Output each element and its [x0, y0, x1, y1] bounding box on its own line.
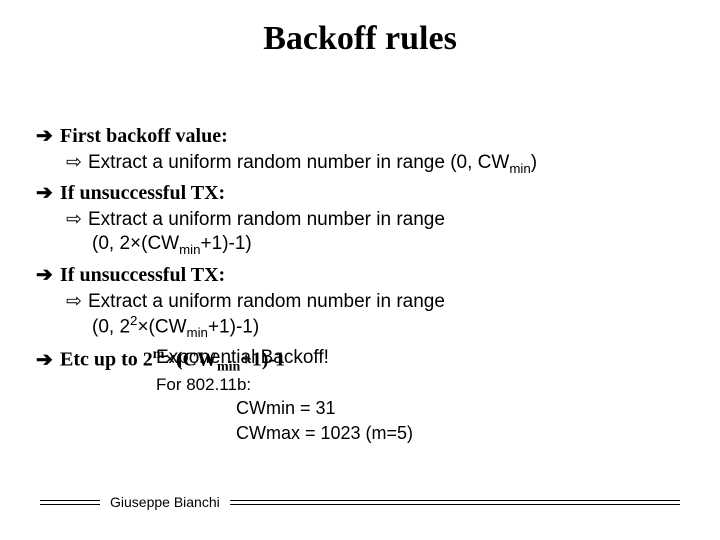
slide-title: Backoff rules — [0, 20, 720, 58]
arrow-icon: ➔ — [36, 348, 60, 373]
footer-lines-left-icon — [40, 500, 100, 505]
sub-bullet-extract-1: ⇨Extract a uniform random number in rang… — [66, 151, 696, 177]
text: Extract a uniform random number in range… — [88, 152, 509, 173]
sub-bullet-extract-2-cont: (0, 2×(CWmin+1)-1) — [92, 232, 696, 258]
author-name: Giuseppe Bianchi — [100, 494, 230, 510]
sub-bullet-extract-3-cont: (0, 22×(CWmin+1)-1) — [92, 313, 696, 342]
text: +1)-1) — [208, 317, 259, 338]
for-80211b: For 802.11b: — [156, 374, 696, 395]
arrow-icon: ➔ — [36, 124, 60, 149]
exponential-backoff-label: Exponential Backoff! — [156, 346, 329, 370]
arrow-outline-icon: ⇨ — [66, 290, 88, 314]
text: Etc up to 2 — [60, 349, 153, 371]
sub: min — [187, 325, 208, 340]
sub-bullet-extract-2: ⇨Extract a uniform random number in rang… — [66, 208, 696, 232]
slide-body: ➔First backoff value: ⇨Extract a uniform… — [36, 120, 696, 444]
text: If unsuccessful TX: — [60, 182, 225, 204]
text: First backoff value: — [60, 125, 228, 147]
arrow-outline-icon: ⇨ — [66, 151, 88, 175]
cwmax-line: CWmax = 1023 (m=5) — [236, 422, 696, 445]
footer-lines-right-icon — [230, 500, 680, 505]
text: (0, 2 — [92, 317, 130, 338]
arrow-icon: ➔ — [36, 181, 60, 206]
text: If unsuccessful TX: — [60, 264, 225, 286]
text: (0, 2×(CW — [92, 233, 179, 254]
text: ×(CW — [137, 317, 186, 338]
sub: min — [179, 242, 200, 257]
text: Extract a uniform random number in range — [88, 209, 445, 230]
text: +1)-1) — [201, 233, 252, 254]
bullet-unsuccessful-2: ➔If unsuccessful TX: — [36, 263, 696, 288]
text: Extract a uniform random number in range — [88, 291, 445, 312]
etc-overlap: ➔Etc up to 2m×(CWmin+1)-1 Exponential Ba… — [36, 346, 696, 372]
slide: Backoff rules ➔First backoff value: ⇨Ext… — [0, 0, 720, 540]
bullet-unsuccessful-1: ➔If unsuccessful TX: — [36, 181, 696, 206]
arrow-outline-icon: ⇨ — [66, 208, 88, 232]
bullet-first-backoff: ➔First backoff value: — [36, 124, 696, 149]
sub-bullet-extract-3: ⇨Extract a uniform random number in rang… — [66, 290, 696, 314]
sub: min — [509, 161, 530, 176]
cwmin-line: CWmin = 31 — [236, 397, 696, 420]
arrow-icon: ➔ — [36, 263, 60, 288]
footer: Giuseppe Bianchi — [40, 494, 680, 510]
text: ) — [531, 152, 537, 173]
